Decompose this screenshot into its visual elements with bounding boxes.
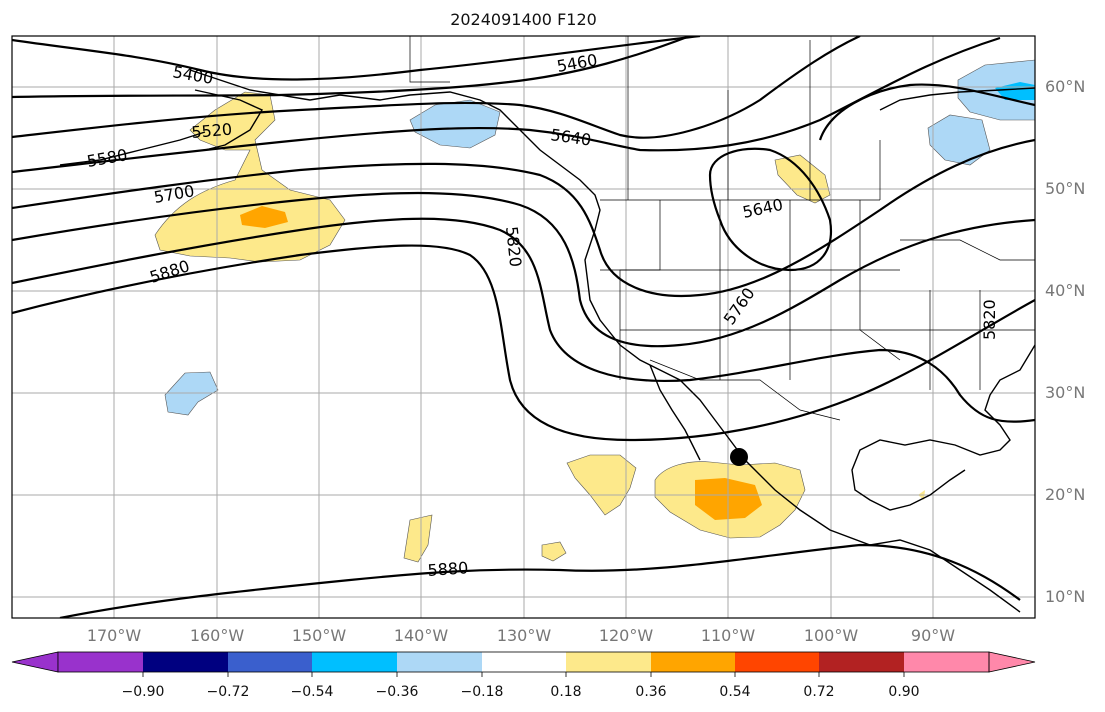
colorbar-tick-label: 0.72 (803, 684, 835, 700)
lat-label: 20°N (1045, 485, 1086, 504)
lon-label: 120°W (598, 626, 654, 645)
negative-anomaly-labrador (927, 114, 991, 166)
contour-label: 5640 (549, 125, 592, 149)
lon-label: 140°W (393, 626, 449, 645)
colorbar-bin (819, 652, 904, 672)
height-contours (12, 36, 1035, 618)
colorbar-frame (57, 651, 990, 673)
colorbar-bin (735, 652, 819, 672)
colorbar-tick-label: −0.72 (206, 684, 250, 700)
lat-label: 60°N (1045, 77, 1086, 96)
colorbar-tick-label: −0.18 (460, 684, 504, 700)
lat-label: 40°N (1045, 281, 1086, 300)
colorbar-bin (482, 652, 566, 672)
positive-anomaly-north-pacific-core (240, 206, 288, 228)
colorbar-bin (58, 652, 143, 672)
colorbar-bin (312, 652, 397, 672)
lat-label: 30°N (1045, 383, 1086, 402)
lon-label: 100°W (803, 626, 859, 645)
colorbar (11, 651, 1036, 677)
positive-anomaly-pacific-1 (566, 454, 637, 516)
lat-label: 50°N (1045, 179, 1086, 198)
lon-label: 160°W (189, 626, 245, 645)
colorbar-tick-label: −0.36 (375, 684, 419, 700)
contour-labels: 5400 5460 5520 5580 5640 5640 5700 5760 … (85, 50, 999, 580)
lon-label: 130°W (496, 626, 552, 645)
contour-label: 5520 (191, 120, 233, 142)
contour-label: 5880 (147, 256, 192, 287)
lon-label: 150°W (291, 626, 347, 645)
negative-anomaly-gulf-of-alaska (409, 99, 501, 149)
map-frame (11, 35, 1036, 619)
colorbar-extend-low (11, 651, 59, 673)
colorbar-bin (904, 652, 989, 672)
contour-label: 5820 (502, 225, 525, 267)
graticule (12, 36, 1035, 618)
colorbar-tick-label: 0.90 (888, 684, 920, 700)
contour-label: 5820 (980, 299, 999, 340)
positive-anomaly-pacific-3 (541, 541, 567, 562)
colorbar-tick-label: 0.36 (635, 684, 667, 700)
contour-label: 5880 (427, 558, 469, 580)
contour-label: 5580 (85, 145, 128, 171)
map-title: 2024091400 F120 (450, 10, 597, 29)
lon-label: 90°W (910, 626, 956, 645)
colorbar-bin (651, 652, 735, 672)
colorbar-bin (143, 652, 228, 672)
colorbar-bin (228, 652, 312, 672)
colorbar-bin (566, 652, 651, 672)
positive-anomaly-pacific-2 (403, 514, 433, 563)
colorbar-extend-high (988, 651, 1036, 673)
contour-label: 5400 (171, 62, 214, 88)
positive-anomaly-canada (774, 154, 831, 204)
anomaly-shading (154, 59, 1035, 563)
coastlines (59, 69, 1035, 613)
lon-label: 170°W (86, 626, 142, 645)
contour-label: 5640 (741, 195, 785, 222)
colorbar-tick-label: 0.54 (719, 684, 751, 700)
lon-label: 110°W (700, 626, 756, 645)
colorbar-bin (397, 652, 482, 672)
colorbar-tick-label: −0.54 (290, 684, 334, 700)
lat-label: 10°N (1045, 587, 1086, 606)
colorbar-tick-label: −0.90 (121, 684, 165, 700)
colorbar-tick-label: 0.18 (550, 684, 582, 700)
location-marker (730, 448, 748, 466)
borders (409, 36, 1035, 421)
